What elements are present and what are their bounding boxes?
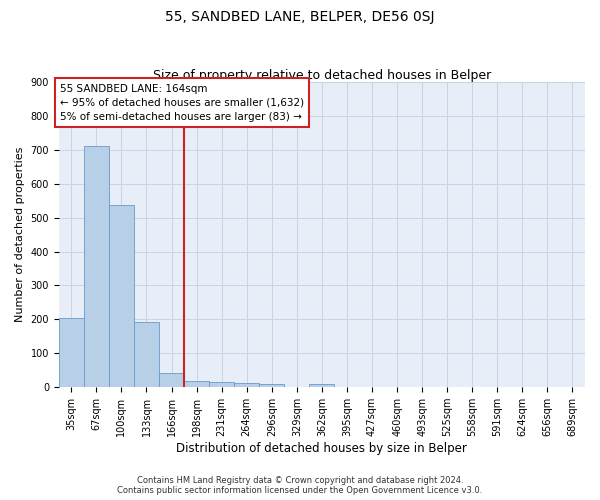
Bar xyxy=(259,384,284,387)
Bar xyxy=(59,318,84,387)
Bar xyxy=(109,206,134,387)
Bar xyxy=(310,384,334,387)
Bar xyxy=(84,146,109,387)
X-axis label: Distribution of detached houses by size in Belper: Distribution of detached houses by size … xyxy=(176,442,467,455)
Text: 55 SANDBED LANE: 164sqm
← 95% of detached houses are smaller (1,632)
5% of semi-: 55 SANDBED LANE: 164sqm ← 95% of detache… xyxy=(60,84,304,122)
Bar xyxy=(134,322,159,387)
Y-axis label: Number of detached properties: Number of detached properties xyxy=(15,147,25,322)
Title: Size of property relative to detached houses in Belper: Size of property relative to detached ho… xyxy=(153,69,491,82)
Bar xyxy=(209,382,234,387)
Text: 55, SANDBED LANE, BELPER, DE56 0SJ: 55, SANDBED LANE, BELPER, DE56 0SJ xyxy=(165,10,435,24)
Bar xyxy=(234,383,259,387)
Bar xyxy=(159,373,184,387)
Bar xyxy=(184,381,209,387)
Text: Contains HM Land Registry data © Crown copyright and database right 2024.
Contai: Contains HM Land Registry data © Crown c… xyxy=(118,476,482,495)
